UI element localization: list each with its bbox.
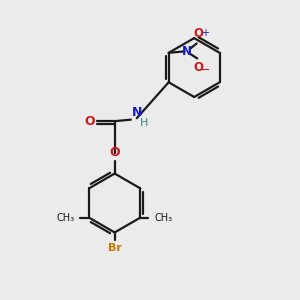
Text: −: − (200, 64, 210, 77)
Text: O: O (193, 28, 203, 40)
Text: O: O (110, 146, 120, 159)
Text: N: N (182, 45, 192, 58)
Text: O: O (84, 115, 94, 128)
Text: O: O (194, 61, 204, 74)
Text: N: N (132, 106, 142, 119)
Text: CH₃: CH₃ (155, 213, 173, 223)
Text: H: H (140, 118, 149, 128)
Text: Br: Br (108, 243, 122, 253)
Text: +: + (201, 28, 208, 38)
Text: CH₃: CH₃ (56, 213, 74, 223)
